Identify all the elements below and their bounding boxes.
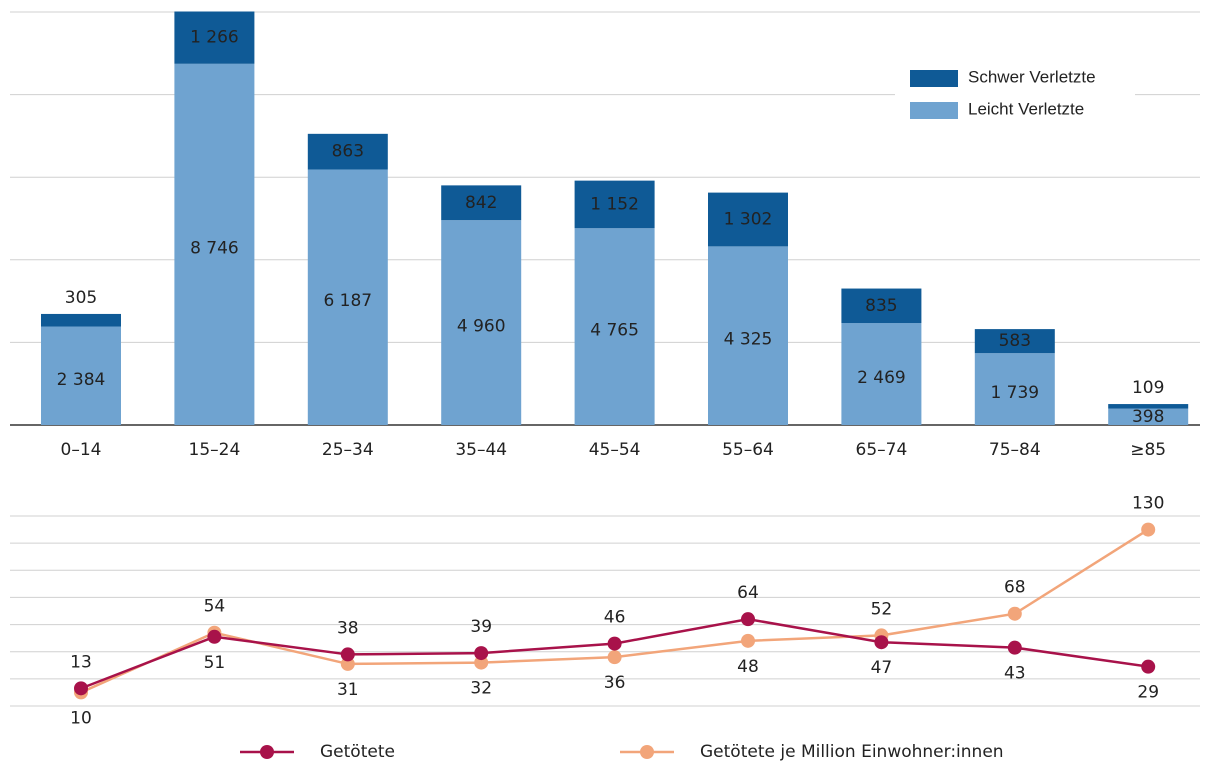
value-label: 51 — [204, 653, 226, 673]
bar-segment — [307, 133, 388, 170]
value-label: 1 739 — [990, 383, 1039, 403]
value-label: 52 — [871, 599, 893, 619]
value-label: 1 266 — [190, 28, 239, 48]
point — [741, 633, 755, 648]
value-label: 2 469 — [857, 368, 906, 388]
value-label: 130 — [1132, 494, 1164, 514]
bar-segment — [441, 220, 522, 425]
bar-segment — [841, 323, 922, 425]
value-label: 583 — [999, 331, 1031, 351]
value-label: 64 — [737, 583, 759, 603]
value-label: 109 — [1132, 378, 1164, 398]
value-label: 1 302 — [724, 209, 773, 229]
value-label: 36 — [604, 673, 626, 693]
bar-segment — [708, 192, 788, 247]
bar-segment — [1108, 408, 1189, 425]
value-label: 4 325 — [724, 330, 773, 350]
x-tick-label: 45–54 — [589, 440, 641, 460]
value-label: 13 — [70, 652, 92, 672]
value-label: 8 746 — [190, 238, 239, 258]
value-label: 842 — [465, 193, 497, 213]
x-tick-label: 15–24 — [189, 440, 241, 460]
legend-swatch — [910, 102, 958, 119]
bar-segment — [841, 288, 922, 324]
point — [741, 612, 755, 627]
point — [207, 629, 222, 644]
value-label: 38 — [337, 618, 359, 638]
point — [874, 635, 889, 650]
bar-segment — [574, 180, 655, 229]
x-tick-label: 25–34 — [322, 440, 374, 460]
x-tick-label: 0–14 — [61, 440, 102, 460]
bar-segment — [574, 228, 655, 425]
legend-marker — [260, 745, 274, 759]
bar-segment — [708, 246, 788, 425]
value-label: 2 384 — [57, 370, 106, 390]
value-label: 6 187 — [323, 291, 372, 311]
point — [1141, 522, 1156, 537]
legend-label: Getötete — [320, 742, 395, 762]
bar-segment — [974, 353, 1055, 425]
value-label: 46 — [604, 608, 626, 628]
value-label: 32 — [470, 679, 492, 699]
point — [74, 681, 88, 696]
legend-label: Schwer Verletzte — [968, 67, 1096, 86]
value-label: 4 765 — [590, 321, 639, 341]
value-label: 29 — [1137, 683, 1159, 703]
legend-label: Getötete je Million Einwohner:innen — [700, 742, 1004, 762]
point — [1007, 606, 1022, 621]
legend-swatch — [910, 70, 958, 87]
value-label: 4 960 — [457, 317, 506, 337]
value-label: 835 — [865, 296, 897, 316]
point — [1007, 640, 1022, 655]
value-label: 68 — [1004, 578, 1026, 598]
point — [340, 647, 355, 662]
value-label: 39 — [470, 617, 492, 637]
value-label: 47 — [871, 658, 893, 678]
bar-segment — [41, 313, 121, 327]
bar-segment — [174, 63, 255, 426]
point — [607, 650, 622, 665]
value-label: 1 152 — [590, 194, 639, 214]
x-tick-label: 65–74 — [856, 440, 908, 460]
legend-marker — [640, 745, 654, 759]
x-tick-label: 35–44 — [455, 440, 507, 460]
bar-segment — [41, 326, 121, 425]
value-label: 43 — [1004, 664, 1026, 684]
value-label: 398 — [1132, 407, 1164, 427]
point — [474, 646, 489, 661]
x-tick-label: 75–84 — [989, 440, 1041, 460]
bar-segment — [1108, 404, 1189, 409]
point — [607, 636, 622, 651]
x-tick-label: ≥85 — [1130, 440, 1166, 460]
bar-segment — [974, 329, 1055, 354]
legend-label: Leicht Verletzte — [968, 99, 1084, 118]
bar-segment — [307, 169, 388, 425]
x-tick-label: 55–64 — [722, 440, 774, 460]
value-label: 863 — [332, 142, 364, 162]
value-label: 305 — [65, 288, 97, 308]
bar-segment — [174, 11, 255, 64]
value-label: 54 — [204, 597, 226, 617]
value-label: 48 — [737, 657, 759, 677]
bar-segment — [441, 185, 522, 221]
value-label: 31 — [337, 680, 359, 700]
value-label: 10 — [70, 708, 92, 728]
point — [1141, 659, 1156, 674]
